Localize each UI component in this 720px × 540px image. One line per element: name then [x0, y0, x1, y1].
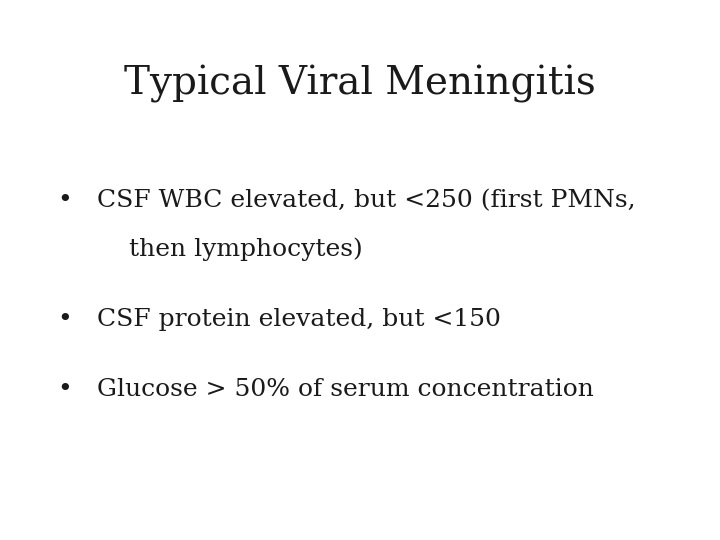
Text: Glucose > 50% of serum concentration: Glucose > 50% of serum concentration: [97, 378, 594, 401]
Text: then lymphocytes): then lymphocytes): [97, 238, 363, 261]
Text: CSF protein elevated, but <150: CSF protein elevated, but <150: [97, 308, 501, 331]
Text: •: •: [58, 189, 72, 212]
Text: •: •: [58, 378, 72, 401]
Text: Typical Viral Meningitis: Typical Viral Meningitis: [124, 65, 596, 103]
Text: CSF WBC elevated, but <250 (first PMNs,: CSF WBC elevated, but <250 (first PMNs,: [97, 189, 636, 212]
Text: •: •: [58, 308, 72, 331]
